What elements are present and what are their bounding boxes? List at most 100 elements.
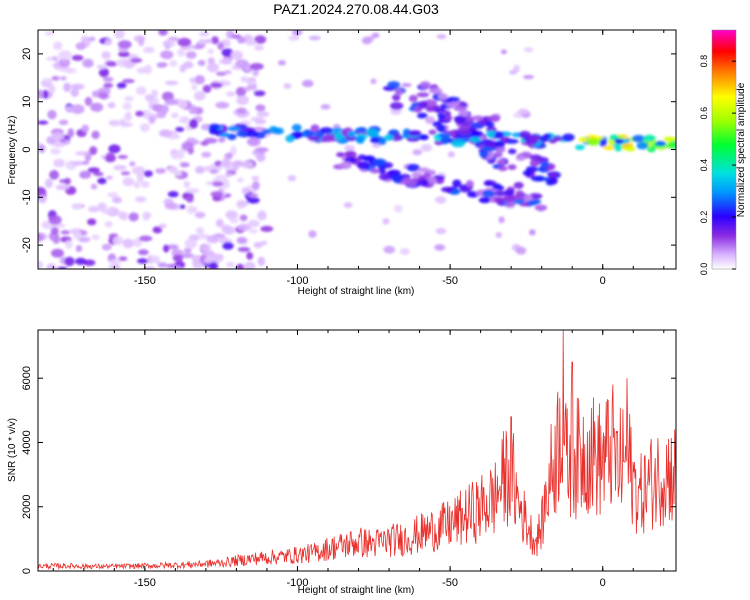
spectrogram-cell [180,162,190,168]
spectrogram-cell [87,218,97,226]
spectrogram-cell [183,61,194,69]
spectrogram-cell [222,241,234,250]
spectrogram-cell [420,144,433,152]
spectrogram-cell [498,216,505,224]
spectrogram-cell [104,221,113,228]
spectrogram-cell [119,122,133,128]
spectrogram-cell [188,104,198,115]
spectrogram-cell [319,127,333,134]
colorbar-label: Normalized spectral amplitude [736,82,747,217]
spectrogram-cell [75,151,88,156]
spectrogram-cell [151,89,158,98]
spectrogram-cell [334,132,344,141]
spectrogram-cell [244,261,256,269]
spectrogram-cell [437,93,449,100]
spectrogram-cell [285,134,295,143]
spectrogram-cell [98,67,110,78]
spectrogram-cell [603,145,616,151]
spectrogram-cell [529,159,541,167]
spectrogram-cell [197,39,207,45]
spectrogram-cell [435,195,447,204]
spectrogram-cell [512,198,525,205]
spectrogram-cell [394,88,404,96]
spectrogram-cell [137,249,149,256]
spectrogram-cell [133,181,141,189]
spectrogram-cell [484,179,493,187]
spectrogram-cell [529,154,542,161]
spectrogram-cell [195,227,205,236]
spectrogram-cell [91,90,101,98]
spectrogram-cell [435,178,445,185]
spectrogram-cell [254,147,269,153]
spectrogram-cell [237,200,249,207]
spectrogram-cell [536,204,547,212]
spectrogram-cell [71,160,85,166]
spectrogram-cell [260,225,274,232]
spectrogram-cell [636,142,649,150]
spectrogram-cell [494,131,505,139]
spectrogram-cell [225,172,232,177]
spectrogram-cell [191,83,198,91]
spectrogram-cell [185,188,200,194]
spectrogram-cell [186,205,195,215]
spectrogram-ytick-label: 20 [21,48,33,60]
spectrogram-cell [89,146,98,156]
snr-ytick-label: 0 [21,568,33,574]
spectrogram-cell [87,167,100,173]
spectrogram-cell [46,263,57,269]
spectrogram-cell [303,129,312,135]
spectrogram-cell [408,94,418,103]
spectrogram-cell [225,210,238,220]
spectrogram-cell [44,178,53,189]
spectrogram-cell [108,259,122,265]
spectrogram-cell [390,173,404,182]
spectrogram-cell [393,204,403,213]
spectrogram-cell [208,261,219,269]
spectrogram-cell [254,44,264,51]
spectrogram-cell [179,204,186,210]
spectrogram-cell [65,239,73,250]
spectrogram-cell [320,104,331,110]
snr-xtick-label: 0 [600,577,606,589]
spectrogram-cell [387,81,401,89]
spectrogram-cell [339,161,352,170]
spectrogram-cell [64,177,71,185]
spectrogram-cell [122,177,135,187]
spectrogram-cell [237,177,244,183]
spectrogram-cell [347,130,356,138]
spectrogram-cell [479,150,489,158]
spectrogram-cell [599,138,608,147]
spectrogram-cell [225,261,235,268]
spectrogram-cell [471,130,484,137]
spectrogram-cell [160,104,169,114]
spectrogram-cell [401,82,412,88]
spectrogram-cell [201,243,211,253]
spectrogram-cell [451,139,466,148]
spectrogram-cell [260,240,268,245]
spectrogram-cell [158,223,167,229]
spectrogram-cell [207,57,215,65]
spectrogram-cell [138,235,153,242]
spectrogram-cell [80,35,89,43]
spectrogram-cell [79,170,92,179]
spectrogram-cell [57,266,68,269]
spectrogram-cell [78,236,91,243]
spectrogram-cell [522,74,535,80]
spectrogram-cell [106,61,118,67]
spectrogram-cell [75,42,86,51]
spectrogram-cell [236,263,245,269]
spectrogram-cell [210,83,223,88]
spectrogram-cell [248,137,258,143]
spectrogram-cell [452,179,462,188]
spectrogram-cell [418,178,429,187]
spectrogram-cell [222,157,231,168]
spectrogram-cell [531,175,544,182]
spectrogram-cell [172,254,184,262]
spectrogram-cell [488,114,501,123]
spectrogram-cell [203,39,213,44]
spectrogram-cell [211,36,219,45]
spectrogram-cell [465,180,474,188]
spectrogram-cell [38,89,44,99]
spectrogram-cell [308,230,317,238]
